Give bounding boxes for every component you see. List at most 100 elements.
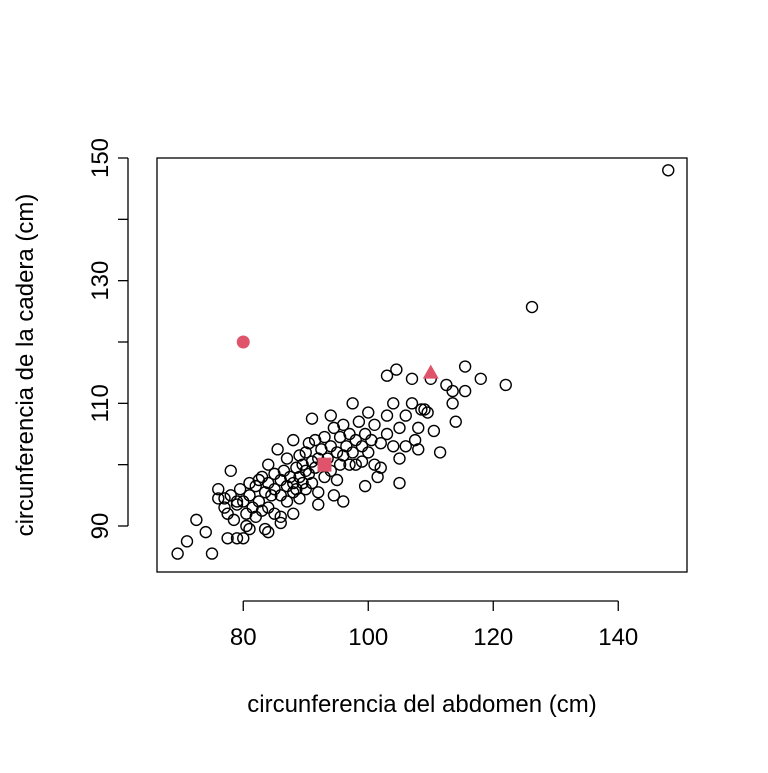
point [274,510,287,523]
point [458,360,472,373]
point [343,427,356,441]
point [212,492,225,505]
point [262,458,275,471]
point [380,409,394,422]
point [221,532,234,545]
point [265,489,278,502]
point [405,397,419,410]
point [352,415,366,428]
point [362,406,375,419]
point [374,461,387,474]
point [258,522,272,536]
point [362,446,375,459]
point [205,547,219,560]
point [440,378,453,392]
point [393,452,406,465]
point [374,437,387,450]
point [343,458,356,471]
point [446,397,459,410]
point [433,446,447,459]
point [349,458,362,471]
point [499,378,512,392]
point [358,427,372,441]
point [458,384,472,398]
y-tick-label: 150 [87,138,114,178]
x-tick-label: 80 [230,624,257,651]
point [399,409,412,422]
y-tick-label: 130 [87,261,114,301]
point [324,409,337,422]
point [415,403,428,416]
point [393,476,406,490]
point [255,504,269,517]
x-tick-label: 140 [598,624,638,651]
point [230,498,244,511]
point [171,547,184,560]
point [243,522,256,536]
point [337,418,350,431]
point [418,403,431,416]
point [446,384,459,398]
point [387,440,400,453]
point [243,489,256,502]
point [355,455,369,468]
point [662,164,675,177]
point [405,372,419,385]
point [305,412,319,425]
point [525,300,539,314]
y-axis-label: circunferencia de la cadera (cm) [12,194,39,537]
point [280,452,294,465]
point [358,479,372,493]
point [393,421,406,435]
point [280,495,294,508]
y-tick-label: 110 [87,384,114,422]
point [330,446,344,459]
point [180,535,194,548]
point [218,492,231,505]
point [268,507,281,520]
highlight-point [236,335,250,349]
point [274,516,287,530]
point [233,483,247,496]
point [212,483,225,496]
point [262,501,275,514]
point [287,433,300,447]
point [224,464,237,477]
point [312,498,325,511]
point [387,397,400,410]
highlight-point [422,364,439,379]
point [337,495,350,508]
point [230,532,244,545]
point [318,430,331,444]
point [262,525,275,539]
point [380,369,394,382]
point [305,476,319,490]
point [255,470,269,484]
point [318,470,331,484]
highlight-point [317,457,332,472]
point [399,440,412,453]
plot-frame [156,157,688,573]
point [293,492,306,505]
point [296,476,309,490]
point [312,486,325,499]
point [249,479,262,493]
point [368,418,381,431]
point [283,470,297,484]
point [427,424,441,438]
point [230,495,244,508]
point [412,421,425,435]
point [227,513,241,527]
point [271,443,284,456]
x-axis-label: circunferencia del abdomen (cm) [247,691,597,718]
point [408,433,422,447]
point [199,525,212,539]
point [324,440,337,453]
point [449,415,462,428]
point [302,437,316,450]
point [327,489,341,502]
point [474,372,487,385]
point [330,473,344,487]
point [421,406,434,419]
